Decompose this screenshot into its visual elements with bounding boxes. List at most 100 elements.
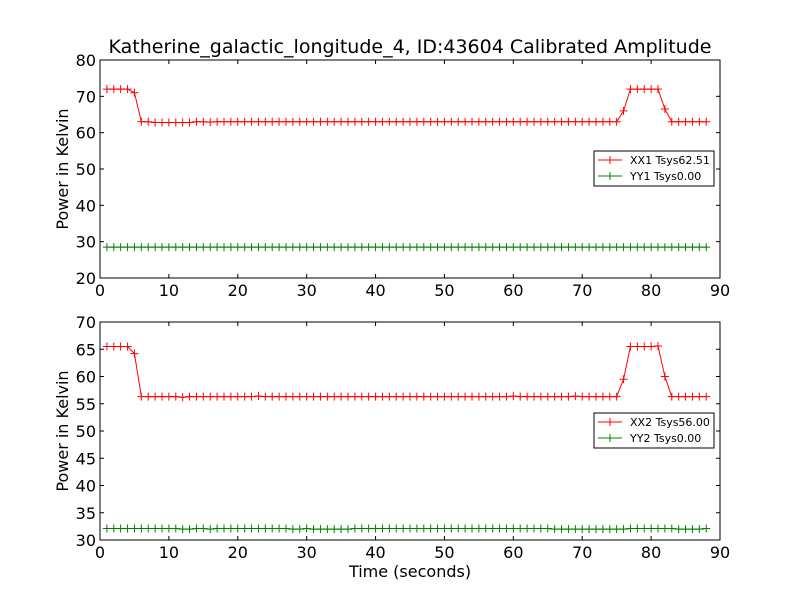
data-point — [626, 342, 635, 351]
data-point — [481, 117, 490, 126]
data-point — [412, 117, 421, 126]
data-point — [240, 524, 249, 533]
data-point — [702, 243, 711, 252]
legend: XX2 Tsys56.00 YY2 Tsys0.00 — [593, 412, 715, 449]
data-point — [378, 524, 387, 533]
data-point — [571, 525, 580, 534]
data-point — [419, 243, 428, 252]
data-point — [612, 243, 621, 252]
data-point — [523, 524, 532, 533]
data-point — [164, 392, 173, 401]
data-point — [295, 525, 304, 534]
legend-label: YY1 Tsys0.00 — [629, 170, 701, 183]
data-point — [226, 392, 235, 401]
data-point — [612, 392, 621, 401]
data-point — [674, 392, 683, 401]
data-point — [564, 525, 573, 534]
data-point — [667, 524, 676, 533]
data-point — [619, 375, 628, 384]
data-point — [419, 524, 428, 533]
data-point — [571, 243, 580, 252]
data-point — [392, 243, 401, 252]
data-point — [406, 524, 414, 533]
data-point — [578, 243, 587, 252]
data-point — [474, 392, 483, 401]
data-point — [164, 524, 173, 533]
data-point — [357, 243, 366, 252]
data-point — [233, 524, 242, 533]
data-point — [323, 243, 332, 252]
data-point — [633, 85, 642, 94]
data-point — [399, 243, 408, 252]
data-point — [509, 524, 518, 533]
data-point — [164, 118, 173, 127]
data-point — [598, 243, 607, 252]
data-point — [454, 243, 463, 252]
data-point — [543, 392, 552, 401]
data-point — [605, 392, 614, 401]
data-point — [440, 243, 449, 252]
data-point — [412, 392, 421, 401]
data-point — [102, 85, 111, 94]
data-point — [123, 342, 132, 351]
data-point — [578, 117, 587, 126]
y-tick-label: 70 — [76, 313, 96, 332]
data-point — [309, 243, 318, 252]
data-point — [233, 117, 242, 126]
data-point — [254, 524, 263, 533]
data-point — [295, 117, 304, 126]
y-tick-label: 60 — [76, 124, 96, 143]
data-point — [447, 524, 456, 533]
data-point — [371, 524, 380, 533]
data-point — [309, 392, 318, 401]
data-point — [302, 243, 311, 252]
data-point — [530, 117, 538, 126]
x-tick-label: 60 — [503, 281, 523, 300]
data-point — [605, 525, 614, 534]
y-tick-label: 50 — [76, 422, 96, 441]
data-point — [185, 392, 194, 401]
data-point — [654, 341, 662, 350]
data-point — [378, 243, 387, 252]
data-point — [667, 392, 676, 401]
data-point — [357, 117, 366, 126]
data-point — [495, 117, 504, 126]
data-point — [406, 117, 414, 126]
data-point — [619, 106, 628, 115]
data-point — [151, 118, 160, 127]
data-point — [516, 117, 525, 126]
data-point — [144, 117, 153, 126]
data-point — [461, 524, 470, 533]
data-point — [702, 392, 711, 401]
data-point — [681, 243, 690, 252]
data-point — [468, 117, 476, 126]
data-point — [571, 117, 580, 126]
data-point — [171, 243, 180, 252]
data-point — [688, 243, 697, 252]
y-tick-label: 45 — [76, 449, 96, 468]
data-point — [275, 392, 284, 401]
data-point — [447, 243, 456, 252]
data-point — [674, 117, 683, 126]
data-point — [626, 243, 635, 252]
data-point — [233, 392, 242, 401]
data-point — [578, 525, 587, 534]
data-point — [102, 243, 111, 252]
data-point — [488, 117, 497, 126]
data-point — [392, 392, 401, 401]
data-point — [268, 117, 277, 126]
data-point — [406, 243, 414, 252]
data-point — [364, 243, 373, 252]
data-point — [378, 392, 387, 401]
x-tick-label: 70 — [572, 543, 592, 562]
y-tick-label: 40 — [76, 196, 96, 215]
x-tick-label: 40 — [365, 281, 385, 300]
data-point — [660, 524, 669, 533]
data-point — [226, 524, 235, 533]
data-point — [295, 243, 304, 252]
data-point — [164, 243, 173, 252]
data-point — [192, 117, 201, 126]
data-point — [116, 85, 125, 94]
data-point — [171, 392, 180, 401]
